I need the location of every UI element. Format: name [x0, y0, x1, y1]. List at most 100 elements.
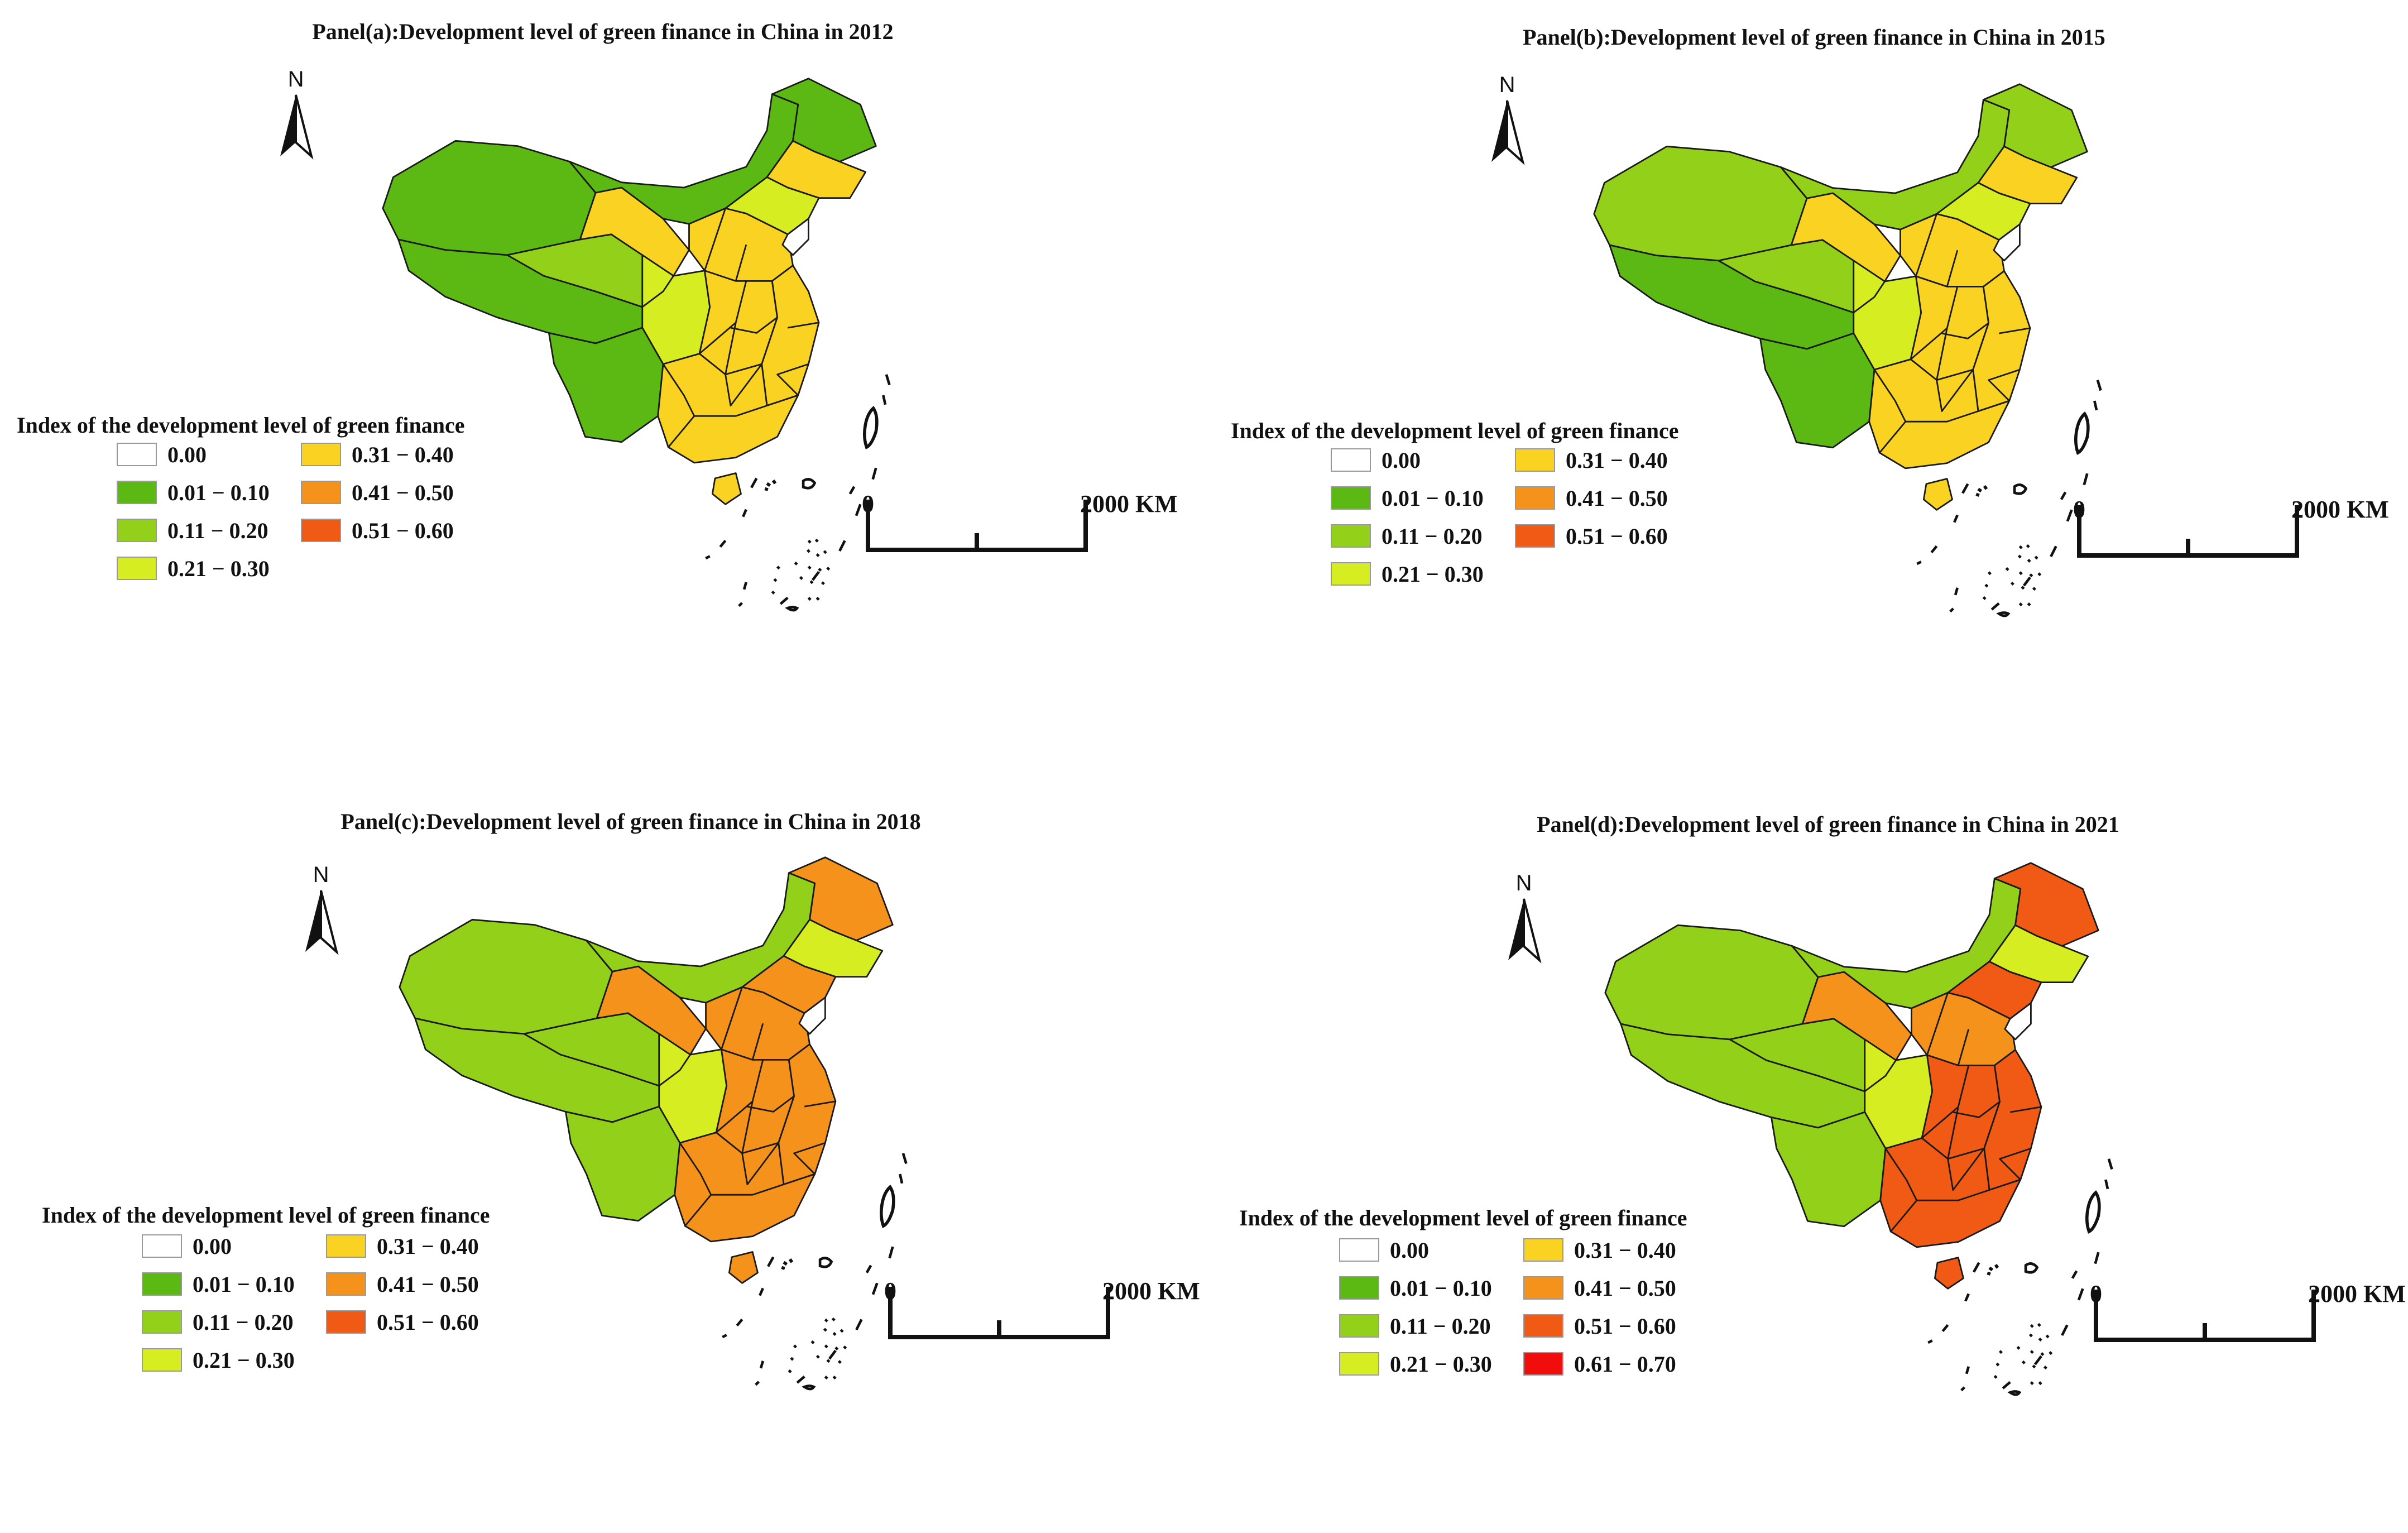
province-border — [1953, 1101, 2001, 1118]
scale-zero-label: 0 — [2073, 496, 2085, 523]
legend-item: 0.11 − 0.20 — [1331, 524, 1483, 549]
legend-title: Index of the development level of green … — [17, 413, 464, 438]
legend-item: 0.21 − 0.30 — [1339, 1352, 1492, 1377]
legend-item: 0.31 − 0.40 — [326, 1234, 479, 1259]
legend-item: 0.01 − 0.10 — [142, 1272, 295, 1297]
province-border — [1884, 1148, 1918, 1201]
province-border — [641, 275, 674, 308]
legend-swatch — [1339, 1276, 1379, 1300]
province-border — [804, 1100, 836, 1108]
legend-swatch — [117, 481, 157, 504]
north-label: N — [1499, 73, 1515, 97]
province-border — [699, 322, 737, 354]
province-border — [1873, 369, 1907, 422]
legend-label: 0.41 − 0.50 — [1574, 1276, 1676, 1301]
legend-swatch — [1339, 1314, 1379, 1338]
legend-label: 0.61 − 0.70 — [1574, 1352, 1676, 1377]
province-border — [787, 322, 819, 329]
legend-item: 0.11 − 0.20 — [1339, 1314, 1491, 1339]
legend-swatch — [1515, 486, 1555, 510]
province-border — [747, 1095, 795, 1113]
region-south — [657, 353, 799, 464]
legend-label: 0.01 − 0.10 — [193, 1272, 295, 1297]
legend-item: 0.00 — [1331, 448, 1421, 473]
north-label: N — [288, 67, 304, 92]
province-border — [679, 1142, 712, 1195]
legend-title: Index of the development level of green … — [42, 1203, 490, 1228]
bohai-sea — [2004, 1002, 2032, 1041]
legend-swatch — [1515, 448, 1555, 472]
legend-swatch — [117, 557, 157, 580]
legend-swatch — [1339, 1238, 1379, 1262]
region-xinjiang — [1593, 145, 1808, 262]
legend-swatch — [1331, 448, 1371, 472]
province-border — [1936, 369, 1974, 412]
panel-a: Panel(a):Development level of green fina… — [17, 19, 1178, 610]
legend: 0.00 0.01 − 0.10 0.11 − 0.20 0.21 − 0.30 0.3… — [142, 1234, 479, 1373]
province-border — [1946, 250, 1959, 287]
legend-item: 0.41 − 0.50 — [1515, 486, 1668, 511]
region-xinjiang — [399, 918, 613, 1035]
panel-title: Panel(d):Development level of green fina… — [1537, 812, 2119, 837]
legend-swatch — [142, 1310, 182, 1334]
province-border — [1926, 992, 1949, 1056]
province-border — [751, 1023, 764, 1060]
province-border — [721, 986, 743, 1050]
legend-item: 0.61 − 0.70 — [1523, 1352, 1676, 1377]
legend-item: 0.51 − 0.60 — [301, 518, 454, 543]
legend-swatch — [1331, 486, 1371, 510]
legend-label: 0.31 − 0.40 — [352, 442, 454, 467]
north-label: N — [313, 863, 329, 887]
panel-c: Panel(c):Development level of green fina… — [42, 809, 1200, 1389]
legend-swatch — [1523, 1238, 1563, 1262]
north-arrow-icon: N — [1508, 871, 1542, 964]
bohai-sea — [798, 997, 826, 1035]
scale-zero-label: 0 — [2090, 1280, 2102, 1307]
legend-label: 0.11 − 0.20 — [167, 518, 268, 543]
scale-end-label: 2000 KM — [2291, 496, 2389, 523]
north-arrow-icon: N — [305, 863, 339, 955]
region-south — [674, 1132, 816, 1243]
province-border — [684, 1184, 784, 1227]
province-border — [662, 363, 695, 416]
legend-label: 0.01 − 0.10 — [1390, 1276, 1492, 1301]
scale-bar: 0 2000 KM — [862, 490, 1178, 552]
legend: 0.00 0.01 − 0.10 0.11 − 0.20 0.21 − 0.30 0.3… — [1331, 448, 1668, 587]
legend-label: 0.51 − 0.60 — [1574, 1314, 1676, 1339]
province-border — [1921, 1106, 1959, 1139]
legend-label: 0.11 − 0.20 — [1390, 1314, 1491, 1339]
legend-item: 0.31 − 0.40 — [301, 442, 454, 467]
province-border — [1947, 1148, 1985, 1191]
region-xinjiang — [382, 140, 597, 256]
legend-label: 0.21 − 0.30 — [193, 1348, 295, 1373]
legend-item: 0.01 − 0.10 — [1339, 1276, 1492, 1301]
bohai-sea — [781, 218, 809, 256]
region-east — [778, 1043, 837, 1185]
region-south — [1879, 1137, 2022, 1248]
legend-label: 0.21 − 0.30 — [167, 556, 270, 581]
legend-swatch — [1523, 1352, 1563, 1376]
north-arrow-icon: N — [1491, 73, 1525, 165]
legend-swatch — [142, 1272, 182, 1296]
china-map — [382, 78, 890, 610]
province-border — [730, 317, 778, 334]
legend-item: 0.01 − 0.10 — [1331, 486, 1484, 511]
legend-swatch — [1523, 1314, 1563, 1338]
panel-title: Panel(a):Development level of green fina… — [312, 19, 893, 44]
legend-label: 0.51 − 0.60 — [352, 518, 454, 543]
region-yunnan — [1759, 332, 1875, 449]
north-arrow-icon: N — [280, 67, 314, 160]
province-border — [725, 363, 762, 406]
legend-item: 0.21 − 0.30 — [142, 1348, 295, 1373]
province-border — [1890, 1189, 1990, 1232]
province-border — [1998, 327, 2031, 334]
legend-swatch — [1523, 1276, 1563, 1300]
region-yunnan — [548, 327, 664, 443]
legend-swatch — [326, 1310, 366, 1334]
legend-label: 0.00 — [167, 442, 207, 467]
legend-item: 0.11 − 0.20 — [117, 518, 268, 543]
region-east — [761, 265, 820, 406]
north-label: N — [1516, 871, 1532, 895]
legend-label: 0.31 − 0.40 — [377, 1234, 479, 1259]
legend-label: 0.31 − 0.40 — [1566, 448, 1668, 473]
